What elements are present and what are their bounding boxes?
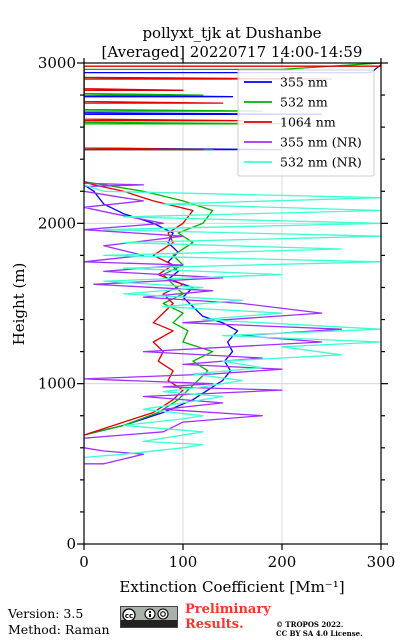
x-tick-label-2: 200 [268, 553, 297, 571]
x-tick-label-1: 100 [169, 553, 198, 571]
copyright-line1: © TROPOS 2022. [276, 620, 344, 629]
extinction-profile-chart: pollyxt_tjk at Dushanbe [Averaged] 20220… [10, 24, 396, 596]
by-icon-body [149, 614, 151, 617]
copyright-notice: © TROPOS 2022. CC BY SA 4.0 License. [276, 620, 363, 638]
x-axis-label: Extinction Coefficient [Mm⁻¹] [119, 578, 344, 596]
y-axis-label: Height (m) [10, 263, 28, 346]
cc-license-badge: cc [120, 606, 178, 628]
legend-label-4: 532 nm (NR) [280, 155, 362, 170]
legend: 355 nm 532 nm 1064 nm 355 nm (NR) 532 nm (NR… [237, 69, 375, 177]
y-tick-label-3: 3000 [38, 54, 76, 72]
chart-title: pollyxt_tjk at Dushanbe [142, 24, 321, 42]
preliminary-notice: Preliminary Results. [185, 602, 271, 632]
legend-label-1: 532 nm [280, 95, 328, 110]
cc-icon [122, 608, 136, 620]
method-text: Method: Raman [8, 622, 110, 637]
by-icon-head [148, 610, 152, 614]
y-tick-label-1: 1000 [38, 375, 76, 393]
series-line-2 [84, 65, 381, 436]
series-line-4 [84, 184, 381, 459]
preliminary-line2: Results. [185, 617, 244, 632]
x-tick-label-0: 0 [79, 553, 89, 571]
plot-frame [83, 62, 382, 545]
cc-icon-label: cc [125, 612, 133, 620]
chart-subtitle: [Averaged] 20220717 14:00-14:59 [102, 43, 363, 61]
series-layer [84, 63, 381, 465]
cc-badge-strip [121, 620, 177, 627]
version-text: Version: 3.5 [8, 606, 84, 621]
sa-icon-arc [160, 611, 166, 617]
series-line-1 [84, 63, 381, 436]
y-tick-label-2: 2000 [38, 214, 76, 232]
copyright-line2: CC BY SA 4.0 License. [276, 629, 363, 638]
legend-label-0: 355 nm [280, 75, 328, 90]
version-info: Version: 3.5 Method: Raman [8, 606, 110, 638]
x-axis-label-text: Extinction Coefficient [Mm⁻¹] [119, 578, 344, 596]
legend-label-2: 1064 nm [280, 115, 336, 130]
sa-icon [157, 608, 169, 620]
series-line-3 [84, 182, 343, 465]
x-tick-label-3: 300 [367, 553, 396, 571]
legend-box [237, 69, 375, 177]
preliminary-line1: Preliminary [185, 602, 271, 617]
y-tick-label-0: 0 [66, 535, 76, 553]
legend-label-3: 355 nm (NR) [280, 135, 362, 150]
